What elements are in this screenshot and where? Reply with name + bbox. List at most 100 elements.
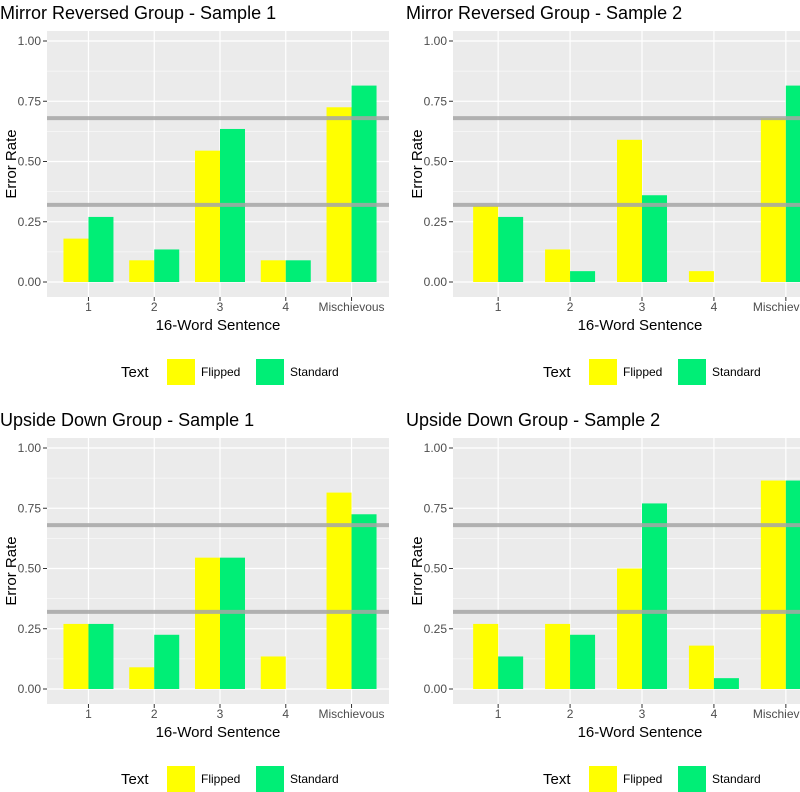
x-axis-label: 16-Word Sentence xyxy=(578,317,703,334)
bar-flipped-1 xyxy=(473,623,499,689)
x-tick-label: 1 xyxy=(85,707,92,721)
bar-standard-1 xyxy=(88,216,114,282)
x-tick-label: 2 xyxy=(567,300,574,314)
panel-title: Upside Down Group - Sample 2 xyxy=(406,410,660,430)
bar-standard-mischievous xyxy=(785,480,800,689)
legend-label-flipped: Flipped xyxy=(623,772,662,786)
bar-standard-4 xyxy=(713,678,739,689)
y-tick-label: 0.25 xyxy=(424,215,448,229)
bar-standard-1 xyxy=(498,656,524,689)
panel-title: Mirror Reversed Group - Sample 1 xyxy=(0,3,276,23)
x-tick-label: 2 xyxy=(567,707,574,721)
bar-standard-3 xyxy=(220,557,245,689)
legend-key-standard xyxy=(256,359,284,385)
x-tick-label: 3 xyxy=(217,300,224,314)
x-tick-label: 4 xyxy=(282,300,289,314)
legend-key-flipped xyxy=(167,359,195,385)
panel-3: Upside Down Group - Sample 1 0.00 0.25 0.50… xyxy=(0,410,389,792)
y-tick-label: 0.50 xyxy=(18,155,42,169)
bar-flipped-4 xyxy=(688,271,714,282)
bar-flipped-1 xyxy=(63,623,89,689)
legend-label-standard: Standard xyxy=(712,772,761,786)
y-axis-label: Error Rate xyxy=(3,536,20,605)
bar-flipped-mischievous xyxy=(760,118,786,283)
bar-flipped-1 xyxy=(473,206,499,282)
legend: Text Flipped Standard xyxy=(121,359,339,385)
legend: Text Flipped Standard xyxy=(121,766,339,792)
y-axis-label: Error Rate xyxy=(3,129,20,198)
bar-flipped-2 xyxy=(129,260,155,282)
bar-standard-2 xyxy=(570,634,596,689)
x-axis-label: 16-Word Sentence xyxy=(156,724,281,741)
y-tick-label: 0.25 xyxy=(18,622,42,636)
legend-label-standard: Standard xyxy=(290,365,339,379)
x-tick-label: 1 xyxy=(495,707,502,721)
bar-flipped-3 xyxy=(195,557,220,689)
legend: Text Flipped Standard xyxy=(543,359,761,385)
y-tick-label: 0.00 xyxy=(424,275,448,289)
bar-standard-1 xyxy=(88,623,114,689)
panel-2: Mirror Reversed Group - Sample 2 0.00 0.25… xyxy=(406,3,800,385)
x-tick-label: 1 xyxy=(495,300,502,314)
bar-flipped-2 xyxy=(129,667,155,689)
legend-key-standard xyxy=(256,766,284,792)
y-tick-label: 0.75 xyxy=(424,501,448,515)
bar-flipped-3 xyxy=(617,568,642,689)
x-tick-label: 4 xyxy=(711,707,718,721)
x-axis-label: 16-Word Sentence xyxy=(156,317,281,334)
legend-label-flipped: Flipped xyxy=(201,772,240,786)
legend-key-flipped xyxy=(589,359,617,385)
bar-standard-2 xyxy=(154,249,180,282)
bar-flipped-4 xyxy=(688,645,714,689)
legend-label-standard: Standard xyxy=(290,772,339,786)
y-tick-label: 0.75 xyxy=(18,94,42,108)
bar-standard-mischievous xyxy=(785,85,800,283)
legend-label-flipped: Flipped xyxy=(623,365,662,379)
legend: Text Flipped Standard xyxy=(543,766,761,792)
x-tick-label: Mischievous xyxy=(319,707,385,721)
bar-flipped-4 xyxy=(260,260,286,282)
panel-title: Mirror Reversed Group - Sample 2 xyxy=(406,3,682,23)
panel-title: Upside Down Group - Sample 1 xyxy=(0,410,254,430)
bar-flipped-3 xyxy=(195,150,220,282)
x-tick-label: 4 xyxy=(282,707,289,721)
y-tick-label: 0.25 xyxy=(424,622,448,636)
legend-label-flipped: Flipped xyxy=(201,365,240,379)
legend-key-standard xyxy=(678,766,706,792)
bar-standard-2 xyxy=(154,634,180,689)
bar-flipped-2 xyxy=(545,623,571,689)
x-tick-label: Mischievous xyxy=(753,300,800,314)
bar-standard-4 xyxy=(285,260,311,282)
y-tick-label: 0.00 xyxy=(18,682,42,696)
y-tick-label: 1.00 xyxy=(424,34,448,48)
legend-title: Text xyxy=(543,771,571,788)
bar-flipped-3 xyxy=(617,139,642,282)
y-tick-label: 1.00 xyxy=(18,34,42,48)
bar-standard-3 xyxy=(642,503,667,689)
legend-title: Text xyxy=(121,364,149,381)
y-tick-label: 0.75 xyxy=(18,501,42,515)
y-tick-label: 0.00 xyxy=(18,275,42,289)
x-tick-label: 2 xyxy=(151,300,158,314)
x-tick-label: Mischievous xyxy=(753,707,800,721)
bar-standard-1 xyxy=(498,216,524,282)
y-tick-label: 0.75 xyxy=(424,94,448,108)
legend-key-flipped xyxy=(589,766,617,792)
y-tick-label: 0.50 xyxy=(18,562,42,576)
x-tick-label: 3 xyxy=(639,707,646,721)
y-axis-label: Error Rate xyxy=(409,536,426,605)
bar-flipped-4 xyxy=(260,656,286,689)
y-tick-label: 1.00 xyxy=(424,441,448,455)
bar-flipped-mischievous xyxy=(326,107,352,283)
legend-title: Text xyxy=(121,771,149,788)
x-tick-label: 2 xyxy=(151,707,158,721)
bar-flipped-mischievous xyxy=(326,492,352,689)
y-axis-label: Error Rate xyxy=(409,129,426,198)
panel-1: Mirror Reversed Group - Sample 1 0.00 0.25… xyxy=(0,3,389,385)
y-tick-label: 0.00 xyxy=(424,682,448,696)
bar-standard-3 xyxy=(642,195,667,282)
y-tick-label: 0.25 xyxy=(18,215,42,229)
y-tick-label: 1.00 xyxy=(18,441,42,455)
bar-standard-mischievous xyxy=(351,85,377,283)
